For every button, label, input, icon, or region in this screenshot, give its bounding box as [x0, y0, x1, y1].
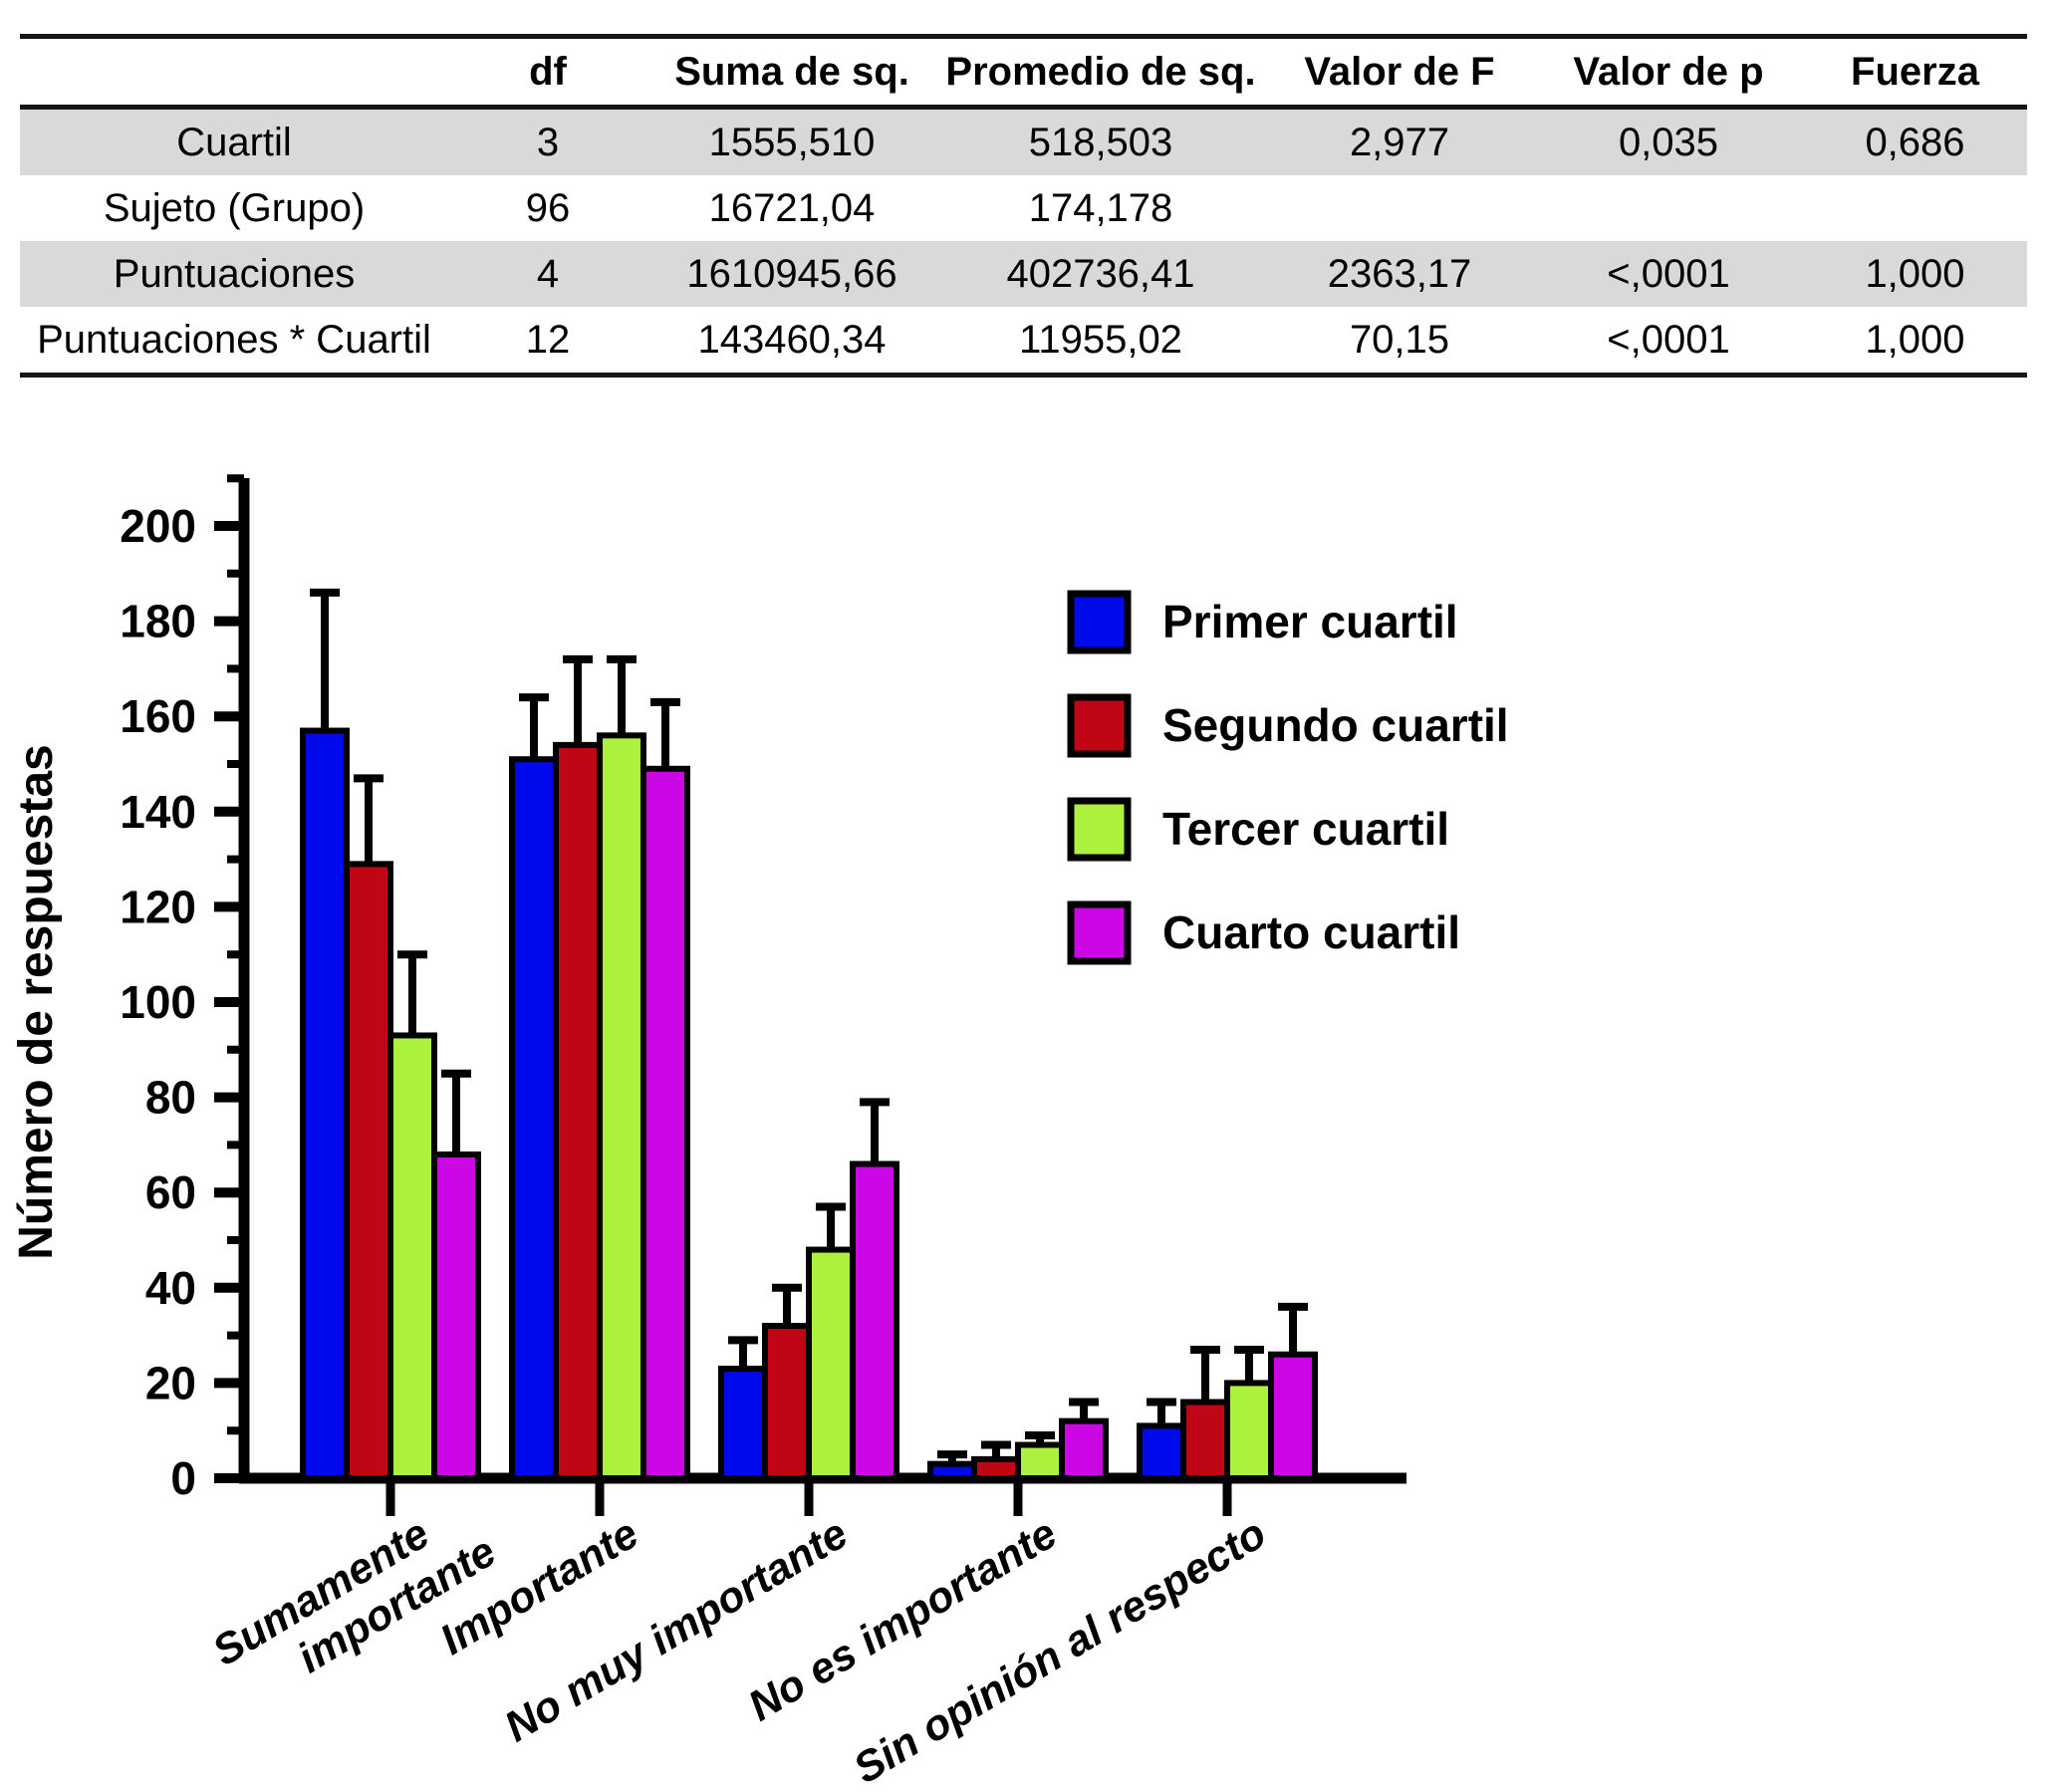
- table-cell: [1265, 175, 1534, 241]
- bar: [850, 1160, 899, 1482]
- x-category-label-line: No muy importante: [497, 1509, 857, 1751]
- y-tick-label: 60: [145, 1166, 196, 1218]
- legend-swatch: [1067, 900, 1132, 965]
- table-cell: 1,000: [1865, 317, 1965, 362]
- table-cell: 70,15: [1349, 317, 1450, 362]
- bar: [387, 1032, 437, 1482]
- table-row: Puntuaciones * Cuartil 12 143460,34 11955,0…: [20, 307, 2027, 376]
- bar: [1137, 1422, 1186, 1481]
- column-header: Valor de p: [1573, 49, 1764, 94]
- column-header: Valor de F: [1304, 49, 1495, 94]
- legend-label: Primer cuartil: [1162, 596, 1458, 647]
- table-cell: 96: [525, 185, 571, 230]
- row-label: Puntuaciones * Cuartil: [37, 317, 431, 362]
- y-tick-label: 80: [145, 1072, 196, 1124]
- x-category-label: No muy importante: [497, 1509, 857, 1751]
- column-header: [20, 37, 448, 108]
- column-header: Fuerza: [1851, 49, 1979, 94]
- bar: [1224, 1380, 1274, 1482]
- bar: [431, 1151, 481, 1482]
- anova-table-body: Cuartil 3 1555,510 518,503 2,977 0,035 0,686 Su…: [20, 107, 2027, 376]
- y-tick-label: 0: [170, 1452, 196, 1504]
- legend-swatch: [1067, 797, 1132, 862]
- bar-chart: 0 20 40 60 80 100 120 140 160 180 200 Número de res…: [10, 474, 1509, 1792]
- y-axis-title: Número de respuestas: [10, 744, 63, 1260]
- column-header: df: [529, 49, 567, 94]
- bar: [806, 1246, 856, 1481]
- bar: [1059, 1417, 1109, 1482]
- table-cell: 0,035: [1618, 120, 1719, 164]
- table-cell: 402736,41: [1006, 251, 1195, 296]
- column-header: Suma de sq.: [674, 49, 909, 94]
- bar: [971, 1455, 1021, 1482]
- legend-label: Segundo cuartil: [1162, 699, 1509, 751]
- legend-swatch: [1067, 693, 1132, 758]
- header-row: df Suma de sq. Promedio de sq. Valor de F Va…: [20, 37, 2027, 108]
- legend-label: Cuarto cuartil: [1162, 906, 1460, 958]
- bar: [927, 1460, 977, 1482]
- bar: [762, 1323, 812, 1481]
- bar: [597, 732, 646, 1481]
- x-category-label: Sumamenteimportante: [204, 1485, 504, 1718]
- column-header: Promedio de sq.: [945, 49, 1256, 94]
- bar: [1268, 1351, 1318, 1481]
- table-cell: 1,000: [1865, 251, 1965, 296]
- table-cell: 4: [536, 251, 560, 296]
- table-cell: 12: [525, 317, 571, 362]
- bar: [1180, 1399, 1230, 1482]
- bar: [300, 727, 350, 1482]
- y-tick-label: 40: [145, 1262, 196, 1314]
- table-cell: [1534, 175, 1803, 241]
- table-cell: 0,686: [1865, 120, 1965, 164]
- table-cell: 143460,34: [697, 317, 887, 362]
- y-tick-label: 100: [120, 976, 196, 1028]
- anova-table: df Suma de sq. Promedio de sq. Valor de F Va…: [20, 34, 2027, 378]
- y-tick-label: 200: [120, 500, 196, 552]
- legend-label: Tercer cuartil: [1162, 803, 1449, 855]
- table-cell: 1555,510: [708, 120, 876, 164]
- bar: [344, 861, 393, 1481]
- bar: [553, 741, 603, 1481]
- bar: [509, 756, 559, 1482]
- bar: [640, 765, 690, 1481]
- table-cell: <,0001: [1607, 251, 1730, 296]
- y-tick-label: 120: [120, 881, 196, 932]
- table-cell: 3: [536, 120, 560, 164]
- anova-table-header: df Suma de sq. Promedio de sq. Valor de F Va…: [20, 37, 2027, 108]
- table-cell: 11955,02: [1019, 317, 1182, 362]
- table-row: Sujeto (Grupo) 96 16721,04 174,178: [20, 175, 2027, 241]
- table-cell: 16721,04: [708, 185, 876, 230]
- table-cell: 518,503: [1028, 120, 1173, 164]
- table-cell: 174,178: [1028, 185, 1173, 230]
- table-cell: [1803, 175, 2027, 241]
- table-row: Puntuaciones 4 1610945,66 402736,41 2363,17 <…: [20, 241, 2027, 307]
- table-cell: 2,977: [1349, 120, 1450, 164]
- row-label: Puntuaciones: [113, 251, 356, 296]
- y-tick-label: 160: [120, 690, 196, 742]
- y-tick-label: 140: [120, 786, 196, 838]
- row-label: Sujeto (Grupo): [103, 185, 366, 230]
- y-tick-label: 180: [120, 596, 196, 647]
- table-row: Cuartil 3 1555,510 518,503 2,977 0,035 0,686: [20, 107, 2027, 175]
- anova-table-section: df Suma de sq. Promedio de sq. Valor de F Va…: [20, 34, 2027, 378]
- bar: [718, 1366, 768, 1481]
- table-cell: 2363,17: [1327, 251, 1472, 296]
- bar: [1015, 1441, 1065, 1481]
- row-label: Cuartil: [176, 120, 292, 164]
- y-tick-label: 20: [145, 1357, 196, 1408]
- legend-swatch: [1067, 590, 1132, 654]
- table-cell: <,0001: [1607, 317, 1730, 362]
- table-cell: 1610945,66: [686, 251, 897, 296]
